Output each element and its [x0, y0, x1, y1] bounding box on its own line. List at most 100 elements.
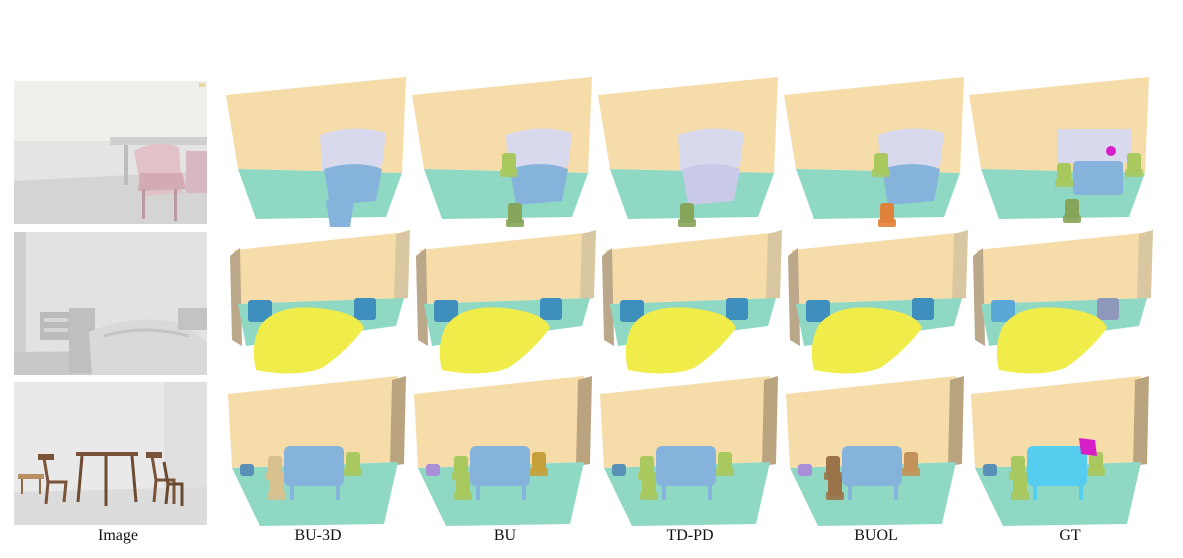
input-image-row-3: [14, 382, 207, 525]
table-leg-mesh-2: [522, 484, 526, 500]
side-wall-mesh: [973, 248, 985, 346]
chair-mesh-2-seat: [878, 219, 896, 227]
chair-mesh-2: [880, 203, 894, 223]
side-wall-mesh: [766, 230, 782, 300]
table-mesh: [656, 446, 716, 486]
scene-buol-row-3: [784, 376, 972, 526]
bed-mesh: [253, 307, 364, 374]
chair-mesh: [1057, 163, 1071, 183]
scene-bu-row-2: [412, 228, 600, 378]
chair-mesh-3-seat: [640, 492, 658, 500]
wall-mesh: [606, 232, 780, 304]
column-caption-image: Image: [98, 527, 138, 544]
chair-mesh-2-seat: [902, 468, 920, 476]
chair-mesh: [454, 456, 468, 476]
gt-object: [1106, 146, 1116, 156]
bed-mesh: [439, 307, 550, 374]
chair-mesh-2: [1089, 452, 1103, 472]
table-leg-mesh: [290, 484, 294, 500]
chair-mesh-seat: [500, 169, 518, 177]
wall-mesh: [792, 232, 966, 304]
table-mesh: [882, 164, 940, 205]
chair-mesh: [268, 456, 282, 476]
chair-mesh: [826, 456, 840, 476]
nightstand-mesh-2: [912, 298, 934, 320]
scene-td-pd-row-2: [598, 228, 786, 378]
nightstand-mesh-2: [540, 298, 562, 320]
chair-mesh-2: [508, 203, 522, 223]
chair-mesh: [874, 153, 888, 173]
scene-bu-3d-row-1: [226, 77, 414, 227]
gt-object: [1079, 438, 1097, 456]
chair-mesh-2: [532, 452, 546, 472]
chair-mesh-3: [642, 476, 656, 496]
chair-mesh-2-seat: [530, 468, 548, 476]
table-mesh: [324, 164, 382, 205]
bed-mesh: [996, 307, 1107, 374]
chair-mesh-2: [346, 452, 360, 472]
side-wall-mesh: [952, 230, 968, 300]
scene-buol-row-1: [784, 77, 972, 227]
table-mesh: [1073, 161, 1123, 195]
dresser-mesh: [678, 128, 744, 171]
dresser-mesh: [1057, 129, 1131, 163]
column-caption-gt: GT: [1059, 527, 1081, 544]
chair-mesh-2: [326, 197, 354, 227]
chair-mesh: [640, 456, 654, 476]
table-mesh: [470, 446, 530, 486]
side-wall-mesh: [230, 248, 242, 346]
scene-td-pd-row-3: [598, 376, 786, 526]
scene-buol-row-2: [784, 228, 972, 378]
side-wall-mesh: [1137, 230, 1153, 300]
nightstand-mesh-2: [354, 298, 376, 320]
chair-mesh-3-seat: [1011, 492, 1029, 500]
chair-mesh-seat: [1055, 179, 1073, 187]
nightstand-mesh-2: [1097, 298, 1119, 320]
table-mesh: [510, 164, 568, 205]
dresser-mesh: [878, 128, 944, 171]
side-wall-mesh: [580, 230, 596, 300]
wall-mesh: [600, 376, 770, 468]
chair-mesh: [502, 153, 516, 173]
chair-mesh-2: [718, 452, 732, 472]
scene-bu-3d-row-3: [226, 376, 414, 526]
column-caption-bu-3d: BU-3D: [294, 527, 342, 544]
table-mesh: [682, 164, 740, 205]
bed-mesh: [625, 307, 736, 374]
chair-mesh-3: [1127, 153, 1141, 173]
table-leg-mesh-2: [1079, 484, 1083, 500]
dresser-mesh: [506, 128, 572, 171]
chair-mesh-2-seat: [344, 468, 362, 476]
stool-mesh: [983, 464, 997, 476]
wall-mesh: [420, 232, 594, 304]
dresser-mesh: [320, 128, 386, 171]
scene-gt-row-1: [969, 77, 1157, 227]
chair-mesh-3: [1013, 476, 1027, 496]
wall-mesh: [971, 376, 1141, 468]
chair-mesh-3: [456, 476, 470, 496]
stool-mesh: [426, 464, 440, 476]
chair-mesh-seat: [872, 169, 890, 177]
side-wall-mesh: [762, 376, 778, 466]
wall-mesh: [414, 376, 584, 468]
nightstand-mesh: [620, 300, 644, 322]
scene-gt-row-2: [969, 228, 1157, 378]
table-leg-mesh-2: [336, 484, 340, 500]
side-wall-mesh: [416, 248, 428, 346]
chair-mesh-3-seat: [454, 492, 472, 500]
table-leg-mesh: [476, 484, 480, 500]
chair-mesh-2: [680, 203, 694, 223]
chair-mesh: [1011, 456, 1025, 476]
side-wall-mesh: [394, 230, 410, 300]
wall-mesh: [977, 232, 1151, 304]
table-mesh: [1027, 446, 1087, 486]
scene-td-pd-row-1: [598, 77, 786, 227]
column-caption-td-pd: TD-PD: [666, 527, 714, 544]
chair-mesh-3-seat: [268, 492, 286, 500]
chair-mesh-2-seat: [1063, 215, 1081, 223]
table-leg-mesh-2: [708, 484, 712, 500]
side-wall-mesh: [576, 376, 592, 466]
scene-bu-row-3: [412, 376, 600, 526]
side-wall-mesh: [390, 376, 406, 466]
